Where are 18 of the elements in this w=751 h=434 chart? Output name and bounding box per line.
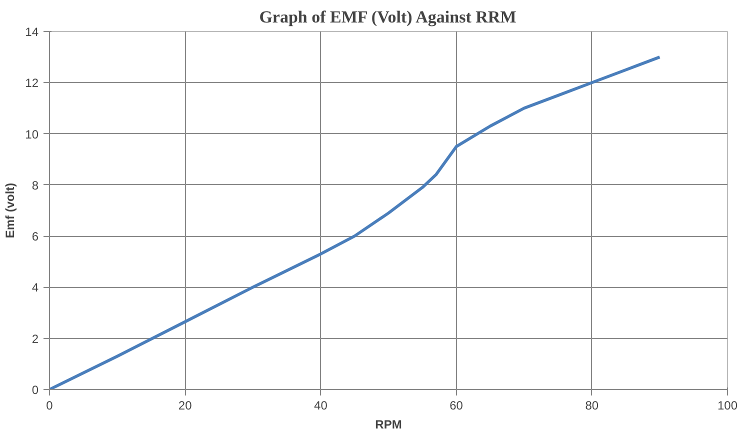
line-series	[50, 56, 662, 390]
y-axis-title: Emf (volt)	[3, 182, 18, 238]
y-tick-label: 0	[32, 383, 39, 397]
y-tick-label: 2	[32, 332, 39, 346]
x-tick-label: 100	[717, 398, 738, 412]
x-tick-label: 80	[585, 398, 599, 412]
y-tick-label: 6	[32, 230, 39, 244]
y-tick-label: 12	[25, 76, 39, 90]
y-tick-label: 4	[32, 280, 39, 295]
x-tick-label: 40	[314, 398, 328, 412]
y-tick-label: 14	[25, 25, 39, 39]
x-tick-label: 20	[178, 398, 192, 412]
chart-title: Graph of EMF (Volt) Against RRM	[259, 8, 516, 26]
x-axis-title: RPM	[375, 418, 402, 432]
x-tick-label: 60	[450, 398, 464, 412]
y-tick-label: 10	[25, 127, 39, 142]
x-tick-label: 0	[46, 398, 54, 412]
y-tick-label: 8	[32, 178, 39, 192]
